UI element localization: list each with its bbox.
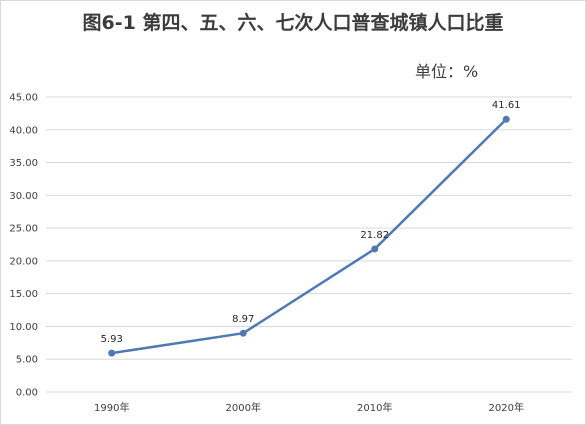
y-tick-label: 15.00	[9, 289, 38, 300]
x-tick-label: 2020年	[489, 401, 524, 414]
data-point	[371, 245, 379, 253]
y-tick-label: 10.00	[9, 322, 38, 333]
y-tick-label: 25.00	[9, 224, 38, 235]
y-tick-label: 30.00	[9, 191, 38, 202]
data-label: 21.82	[360, 230, 389, 241]
y-tick-label: 35.00	[9, 158, 38, 169]
y-tick-label: 20.00	[9, 256, 38, 267]
x-tick-label: 1990年	[94, 401, 129, 414]
y-axis-ticks: 0.00 5.00 10.00 15.00 20.00 25.00 30.00 35.00 40…	[9, 93, 38, 399]
data-point	[502, 115, 510, 123]
data-labels: 5.93 8.97 21.82 41.61	[101, 100, 521, 345]
data-label: 8.97	[232, 314, 254, 325]
series-layer	[108, 115, 510, 357]
data-label: 41.61	[492, 100, 521, 111]
chart-title: 图6-1 第四、五、六、七次人口普查城镇人口比重	[82, 12, 504, 34]
x-tick-label: 2000年	[226, 401, 261, 414]
x-tick-label: 2010年	[357, 401, 392, 414]
y-tick-label: 45.00	[9, 93, 38, 104]
x-axis-ticks: 1990年 2000年 2010年 2020年	[94, 401, 524, 414]
data-label: 5.93	[101, 334, 123, 345]
data-point	[108, 349, 116, 357]
y-tick-label: 40.00	[9, 125, 38, 136]
data-point	[239, 329, 247, 337]
y-tick-label: 0.00	[16, 388, 38, 399]
gridlines	[46, 96, 572, 393]
y-tick-label: 5.00	[16, 355, 38, 366]
unit-label: 单位：%	[415, 62, 479, 81]
series-line	[111, 118, 508, 355]
